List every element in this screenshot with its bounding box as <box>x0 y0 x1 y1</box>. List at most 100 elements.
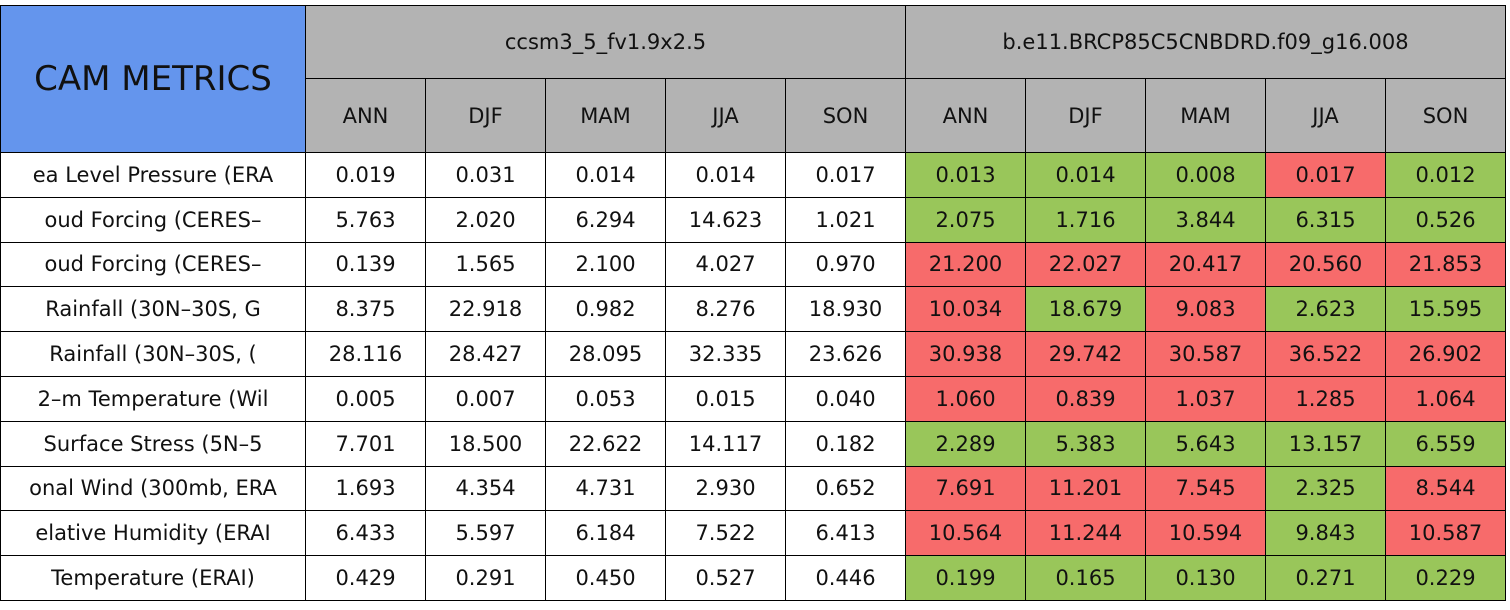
column-header: JJA <box>1265 78 1386 153</box>
metric-cell: 30.587 <box>1145 331 1266 377</box>
metric-cell: 5.597 <box>425 510 546 557</box>
column-header: MAM <box>1145 78 1266 153</box>
metric-cell: 28.427 <box>425 331 546 377</box>
metric-cell: 2.020 <box>425 196 546 243</box>
metric-cell: 0.013 <box>905 152 1026 198</box>
column-header: ANN <box>905 78 1026 153</box>
metric-cell: 5.763 <box>305 196 426 243</box>
column-header: SON <box>1385 78 1506 153</box>
metric-cell: 0.012 <box>1385 152 1506 198</box>
metric-cell: 6.433 <box>305 510 426 557</box>
metric-cell: 0.139 <box>305 241 426 288</box>
metric-cell: 18.930 <box>785 286 906 333</box>
metric-cell: 0.014 <box>665 152 786 198</box>
metric-cell: 11.244 <box>1025 510 1146 557</box>
metric-cell: 0.291 <box>425 555 546 601</box>
metric-cell: 5.383 <box>1025 420 1146 467</box>
metric-cell: 0.040 <box>785 376 906 422</box>
metric-cell: 15.595 <box>1385 286 1506 333</box>
metric-cell: 18.500 <box>425 420 546 467</box>
column-header: DJF <box>425 78 546 153</box>
metric-cell: 1.037 <box>1145 376 1266 422</box>
metric-cell: 2.325 <box>1265 465 1386 512</box>
row-label: Rainfall (30N–30S, G <box>0 286 306 333</box>
metric-cell: 28.116 <box>305 331 426 377</box>
metric-cell: 23.626 <box>785 331 906 377</box>
metric-cell: 22.918 <box>425 286 546 333</box>
row-label: elative Humidity (ERAI <box>0 510 306 557</box>
metric-cell: 22.027 <box>1025 241 1146 288</box>
metric-cell: 4.731 <box>545 465 666 512</box>
metric-cell: 2.623 <box>1265 286 1386 333</box>
metric-cell: 0.839 <box>1025 376 1146 422</box>
metric-cell: 0.182 <box>785 420 906 467</box>
metric-cell: 7.691 <box>905 465 1026 512</box>
table-title: CAM METRICS <box>0 5 306 153</box>
metric-cell: 1.021 <box>785 196 906 243</box>
metric-cell: 0.446 <box>785 555 906 601</box>
metric-cell: 26.902 <box>1385 331 1506 377</box>
metric-cell: 0.005 <box>305 376 426 422</box>
row-label: Rainfall (30N–30S, ( <box>0 331 306 377</box>
metric-cell: 0.014 <box>545 152 666 198</box>
metric-cell: 0.165 <box>1025 555 1146 601</box>
metric-cell: 2.100 <box>545 241 666 288</box>
metric-cell: 14.623 <box>665 196 786 243</box>
metric-cell: 1.060 <box>905 376 1026 422</box>
metric-cell: 32.335 <box>665 331 786 377</box>
metric-cell: 0.007 <box>425 376 546 422</box>
metric-cell: 0.199 <box>905 555 1026 601</box>
metric-cell: 6.184 <box>545 510 666 557</box>
metric-cell: 22.622 <box>545 420 666 467</box>
metric-cell: 1.693 <box>305 465 426 512</box>
metric-cell: 7.522 <box>665 510 786 557</box>
metric-cell: 36.522 <box>1265 331 1386 377</box>
metric-cell: 10.594 <box>1145 510 1266 557</box>
metric-cell: 20.560 <box>1265 241 1386 288</box>
metric-cell: 9.083 <box>1145 286 1266 333</box>
metric-cell: 0.229 <box>1385 555 1506 601</box>
metric-cell: 6.315 <box>1265 196 1386 243</box>
metric-cell: 0.652 <box>785 465 906 512</box>
row-label: ea Level Pressure (ERA <box>0 152 306 198</box>
row-label: Surface Stress (5N–5 <box>0 420 306 467</box>
metric-cell: 20.417 <box>1145 241 1266 288</box>
metric-cell: 0.031 <box>425 152 546 198</box>
metric-cell: 29.742 <box>1025 331 1146 377</box>
metric-cell: 5.643 <box>1145 420 1266 467</box>
metric-cell: 0.017 <box>1265 152 1386 198</box>
metric-cell: 0.015 <box>665 376 786 422</box>
metric-cell: 0.014 <box>1025 152 1146 198</box>
metric-cell: 7.545 <box>1145 465 1266 512</box>
metric-cell: 10.587 <box>1385 510 1506 557</box>
column-header: MAM <box>545 78 666 153</box>
row-label: oud Forcing (CERES– <box>0 196 306 243</box>
metric-cell: 28.095 <box>545 331 666 377</box>
metric-cell: 13.157 <box>1265 420 1386 467</box>
row-label: oud Forcing (CERES– <box>0 241 306 288</box>
metric-cell: 1.565 <box>425 241 546 288</box>
metric-cell: 1.285 <box>1265 376 1386 422</box>
metric-cell: 10.034 <box>905 286 1026 333</box>
metric-cell: 4.354 <box>425 465 546 512</box>
column-header: DJF <box>1025 78 1146 153</box>
metric-cell: 1.064 <box>1385 376 1506 422</box>
metric-cell: 0.982 <box>545 286 666 333</box>
metric-cell: 21.853 <box>1385 241 1506 288</box>
metric-cell: 0.450 <box>545 555 666 601</box>
metric-cell: 0.019 <box>305 152 426 198</box>
metric-cell: 30.938 <box>905 331 1026 377</box>
group-header: b.e11.BRCP85C5CNBDRD.f09_g16.008 <box>905 5 1506 79</box>
row-label: onal Wind (300mb, ERA <box>0 465 306 512</box>
metric-cell: 2.930 <box>665 465 786 512</box>
column-header: ANN <box>305 78 426 153</box>
metric-cell: 0.527 <box>665 555 786 601</box>
metric-cell: 8.276 <box>665 286 786 333</box>
metric-cell: 7.701 <box>305 420 426 467</box>
metric-cell: 6.294 <box>545 196 666 243</box>
metric-cell: 2.075 <box>905 196 1026 243</box>
metric-cell: 6.413 <box>785 510 906 557</box>
group-header: ccsm3_5_fv1.9x2.5 <box>305 5 906 79</box>
metric-cell: 4.027 <box>665 241 786 288</box>
